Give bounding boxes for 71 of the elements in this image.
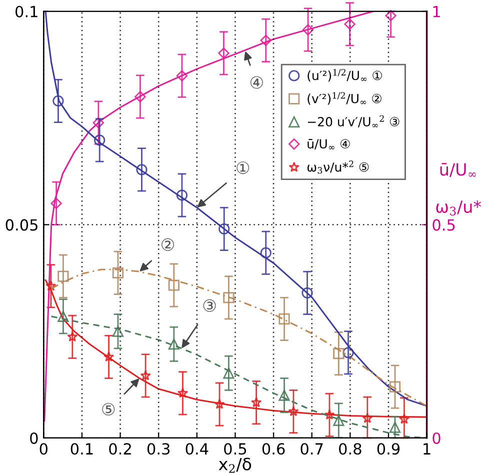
annotation: ② [162, 238, 174, 251]
point [344, 18, 356, 30]
point [362, 412, 373, 423]
legend-label: ω$_{3}$ν/u*$^{2}$ ⑤ [307, 160, 369, 174]
point [342, 347, 354, 358]
point [52, 95, 64, 107]
point [218, 223, 230, 234]
point [218, 48, 230, 59]
legend-label: (u′²)$^{1/2}$/U$_{∞}$ ① [308, 68, 382, 82]
point [176, 190, 188, 201]
point [58, 270, 69, 282]
x-tick-label: 0.4 [186, 443, 208, 455]
point [223, 292, 234, 304]
y2-tick-label: 0 [432, 432, 440, 444]
point [324, 409, 335, 420]
point [103, 351, 114, 362]
point [302, 24, 314, 36]
point [134, 91, 146, 102]
x-tick-label: 0.8 [339, 443, 362, 455]
point [136, 164, 148, 176]
point [288, 406, 299, 416]
point [333, 414, 344, 426]
point [302, 287, 313, 298]
point [176, 70, 188, 82]
x-tick-label: 0.9 [377, 443, 400, 455]
point [223, 368, 234, 379]
point [58, 310, 69, 322]
x-tick-label: 0.6 [262, 443, 285, 455]
point [333, 348, 344, 360]
point [278, 313, 290, 325]
annotation: ③ [203, 299, 216, 312]
point [140, 370, 151, 380]
point [385, 10, 396, 22]
legend-label: (v′²)$^{1/2}$/U$_{∞}$ ② [308, 92, 382, 105]
x-tick-label: 0.5 [224, 443, 246, 455]
annotation: ⑤ [102, 402, 115, 416]
point [168, 338, 180, 350]
y-tick-label: 0 [30, 432, 38, 444]
annotation: ④ [250, 76, 263, 89]
x-tick-label: 0 [40, 443, 48, 455]
x-tick-label: 0.1 [70, 443, 93, 455]
point [50, 198, 62, 209]
legend-label: ū/U$_{∞}$ ④ [308, 139, 350, 150]
point [46, 280, 56, 291]
point [67, 331, 78, 342]
x-tick-label: 0.2 [109, 443, 131, 455]
point [389, 422, 401, 433]
legend-label: −20 u′v′/U$_{∞}$$^{2}$ ③ [308, 115, 400, 128]
text: ū/U$_{∞}$ ω$_{3}$/u* [436, 163, 482, 216]
point [92, 117, 104, 128]
y-tick-label: 0.05 [6, 219, 38, 231]
point [214, 398, 225, 409]
point [112, 326, 124, 337]
point [260, 247, 272, 258]
y2-tick-label: 1 [433, 6, 440, 18]
point [250, 397, 262, 408]
point [168, 280, 180, 291]
point [389, 381, 401, 392]
point [94, 134, 106, 146]
y2-tick-label: 0.5 [432, 219, 455, 231]
x-tick-label: 0.3 [147, 443, 170, 455]
x-tick-label: 0.7 [300, 443, 323, 455]
annotation: ① [236, 162, 250, 174]
point [398, 414, 410, 424]
point [177, 388, 188, 398]
x-tick-label: 1 [424, 443, 430, 454]
point [260, 34, 272, 46]
y-tick-label: 0.1 [16, 6, 38, 18]
point [278, 390, 290, 401]
x-axis-title: x$_{2}$/δ [218, 458, 252, 473]
point [112, 267, 124, 278]
